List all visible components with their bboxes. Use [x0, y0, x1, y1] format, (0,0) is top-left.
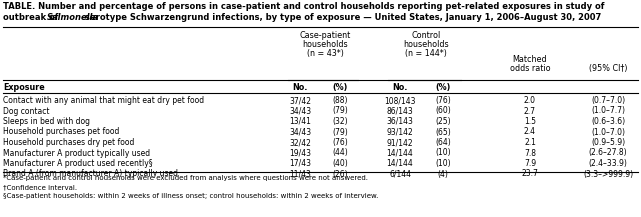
Text: (88): (88) [332, 96, 348, 105]
Text: 7.9: 7.9 [524, 159, 536, 168]
Text: †Confidence interval.: †Confidence interval. [3, 184, 77, 190]
Text: No.: No. [292, 83, 308, 92]
Text: Control: Control [412, 31, 440, 40]
Text: Salmonella: Salmonella [47, 13, 99, 22]
Text: (76): (76) [435, 96, 451, 105]
Text: 93/142: 93/142 [387, 128, 413, 136]
Text: 6/144: 6/144 [389, 169, 411, 179]
Text: households: households [403, 40, 449, 49]
Text: (65): (65) [435, 128, 451, 136]
Text: No.: No. [392, 83, 408, 92]
Text: 23.7: 23.7 [522, 169, 538, 179]
Text: odds ratio: odds ratio [510, 64, 551, 73]
Text: Manufacturer A product typically used: Manufacturer A product typically used [3, 148, 150, 158]
Text: (2.4–33.9): (2.4–33.9) [588, 159, 628, 168]
Text: 108/143: 108/143 [384, 96, 416, 105]
Text: (3.3–>999.9): (3.3–>999.9) [583, 169, 633, 179]
Text: Contact with any animal that might eat dry pet food: Contact with any animal that might eat d… [3, 96, 204, 105]
Text: Household purchases pet food: Household purchases pet food [3, 128, 119, 136]
Text: §Case-patient households: within 2 weeks of illness onset; control households: w: §Case-patient households: within 2 weeks… [3, 193, 378, 199]
Text: 14/144: 14/144 [387, 159, 413, 168]
Text: (0.9–5.9): (0.9–5.9) [591, 138, 625, 147]
Text: 2.0: 2.0 [524, 96, 536, 105]
Text: (10): (10) [435, 159, 451, 168]
Text: (%): (%) [435, 83, 451, 92]
Text: (n = 144*): (n = 144*) [405, 49, 447, 58]
Text: Manufacturer A product used recently§: Manufacturer A product used recently§ [3, 159, 153, 168]
Text: 32/42: 32/42 [289, 138, 311, 147]
Text: (10): (10) [435, 148, 451, 158]
Text: Dog contact: Dog contact [3, 107, 49, 115]
Text: 13/41: 13/41 [289, 117, 311, 126]
Text: *Case-patient and control households were excluded from analysis where questions: *Case-patient and control households wer… [3, 175, 368, 181]
Text: 19/43: 19/43 [289, 148, 311, 158]
Text: Brand A (from manufacturer A) typically used: Brand A (from manufacturer A) typically … [3, 169, 178, 179]
Text: serotype Schwarzengrund infections, by type of exposure — United States, January: serotype Schwarzengrund infections, by t… [85, 13, 601, 22]
Text: outbreak of: outbreak of [3, 13, 62, 22]
Text: households: households [302, 40, 348, 49]
Text: 91/142: 91/142 [387, 138, 413, 147]
Text: (79): (79) [332, 107, 348, 115]
Text: (1.0–7.7): (1.0–7.7) [591, 107, 625, 115]
Text: TABLE. Number and percentage of persons in case-patient and control households r: TABLE. Number and percentage of persons … [3, 2, 604, 11]
Text: (44): (44) [332, 148, 348, 158]
Text: (%): (%) [332, 83, 347, 92]
Text: Matched: Matched [513, 55, 547, 64]
Text: 37/42: 37/42 [289, 96, 311, 105]
Text: (26): (26) [332, 169, 348, 179]
Text: 34/43: 34/43 [289, 128, 311, 136]
Text: 34/43: 34/43 [289, 107, 311, 115]
Text: 11/43: 11/43 [289, 169, 311, 179]
Text: (0.6–3.6): (0.6–3.6) [591, 117, 625, 126]
Text: Sleeps in bed with dog: Sleeps in bed with dog [3, 117, 90, 126]
Text: (76): (76) [332, 138, 348, 147]
Text: (n = 43*): (n = 43*) [306, 49, 344, 58]
Text: (0.7–7.0): (0.7–7.0) [591, 96, 625, 105]
Text: 7.8: 7.8 [524, 148, 536, 158]
Text: (4): (4) [438, 169, 449, 179]
Text: (60): (60) [435, 107, 451, 115]
Text: 1.5: 1.5 [524, 117, 536, 126]
Text: (1.0–7.0): (1.0–7.0) [591, 128, 625, 136]
Text: (40): (40) [332, 159, 348, 168]
Text: 2.1: 2.1 [524, 138, 536, 147]
Text: 17/43: 17/43 [289, 159, 311, 168]
Text: (25): (25) [435, 117, 451, 126]
Text: Household purchases dry pet food: Household purchases dry pet food [3, 138, 135, 147]
Text: (32): (32) [332, 117, 348, 126]
Text: 86/143: 86/143 [387, 107, 413, 115]
Text: 2.7: 2.7 [524, 107, 536, 115]
Text: 2.4: 2.4 [524, 128, 536, 136]
Text: 36/143: 36/143 [387, 117, 413, 126]
Text: 14/144: 14/144 [387, 148, 413, 158]
Text: (95% CI†): (95% CI†) [588, 64, 628, 73]
Text: (64): (64) [435, 138, 451, 147]
Text: Case-patient: Case-patient [299, 31, 351, 40]
Text: (2.6–27.8): (2.6–27.8) [588, 148, 628, 158]
Text: (79): (79) [332, 128, 348, 136]
Text: Exposure: Exposure [3, 83, 45, 92]
